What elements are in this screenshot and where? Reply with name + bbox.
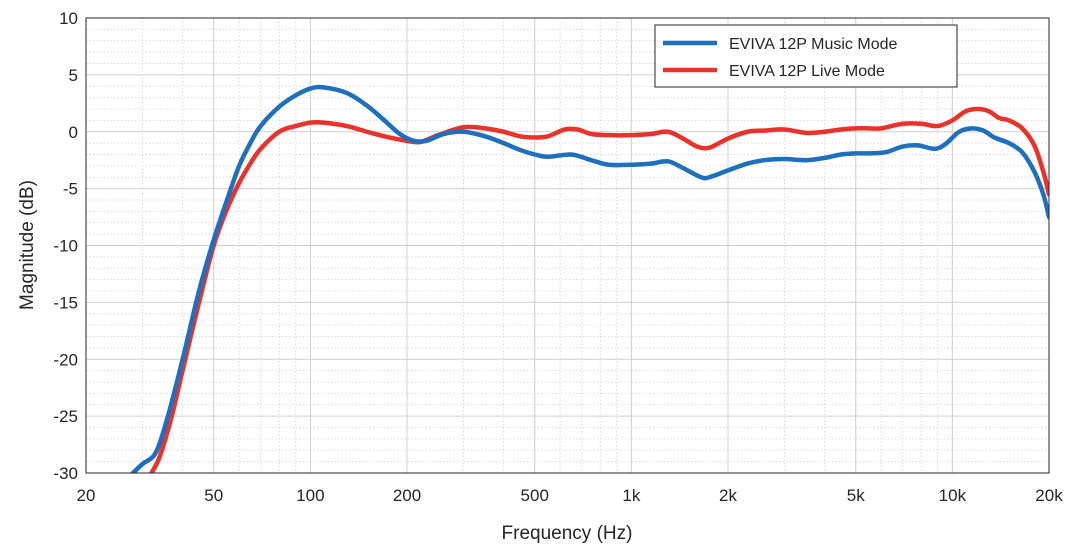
y-tick-label: 10 (59, 9, 78, 28)
y-tick-label: -30 (53, 464, 78, 483)
x-tick-label: 20k (1035, 486, 1063, 505)
y-tick-label: -5 (63, 180, 78, 199)
legend-label-eviva-12p-live-mode: EVIVA 12P Live Mode (729, 63, 885, 80)
y-tick-label: 5 (69, 66, 78, 85)
series-line-eviva-12p-music-mode (130, 84, 1049, 473)
x-tick-label: 5k (847, 486, 865, 505)
series-layer (130, 84, 1049, 473)
x-tick-label: 1k (622, 486, 640, 505)
x-tick-label: 100 (296, 486, 324, 505)
legend: EVIVA 12P Music Mode EVIVA 12P Live Mode (654, 24, 958, 88)
x-axis-label: Frequency (Hz) (502, 523, 633, 544)
x-tick-label: 20 (77, 486, 96, 505)
x-tick-label: 50 (204, 486, 223, 505)
y-tick-label: -15 (53, 293, 78, 312)
x-tick-label: 500 (521, 486, 549, 505)
x-tick-label: 2k (719, 486, 737, 505)
y-tick-label: -10 (53, 237, 78, 256)
x-tick-label: 200 (393, 486, 421, 505)
y-tick-labels: 10 5 0 -5 -10 -15 -20 -25 -30 (53, 9, 78, 483)
x-tick-label: 10k (939, 486, 967, 505)
y-tick-label: 0 (69, 123, 78, 142)
y-axis-label: Magnitude (dB) (17, 180, 38, 310)
y-tick-label: -20 (53, 350, 78, 369)
axes-box (85, 17, 1050, 474)
series-group (130, 84, 1049, 473)
series-line-eviva-12p-live-mode (149, 106, 1049, 473)
y-tick-label: -25 (53, 407, 78, 426)
axes-frame (85, 17, 1050, 474)
legend-box (654, 24, 958, 88)
legend-label-eviva-12p-music-mode: EVIVA 12P Music Mode (729, 36, 897, 53)
x-tick-labels: 20 50 100 200 500 1k 2k 5k 10k 20k (77, 486, 1064, 505)
